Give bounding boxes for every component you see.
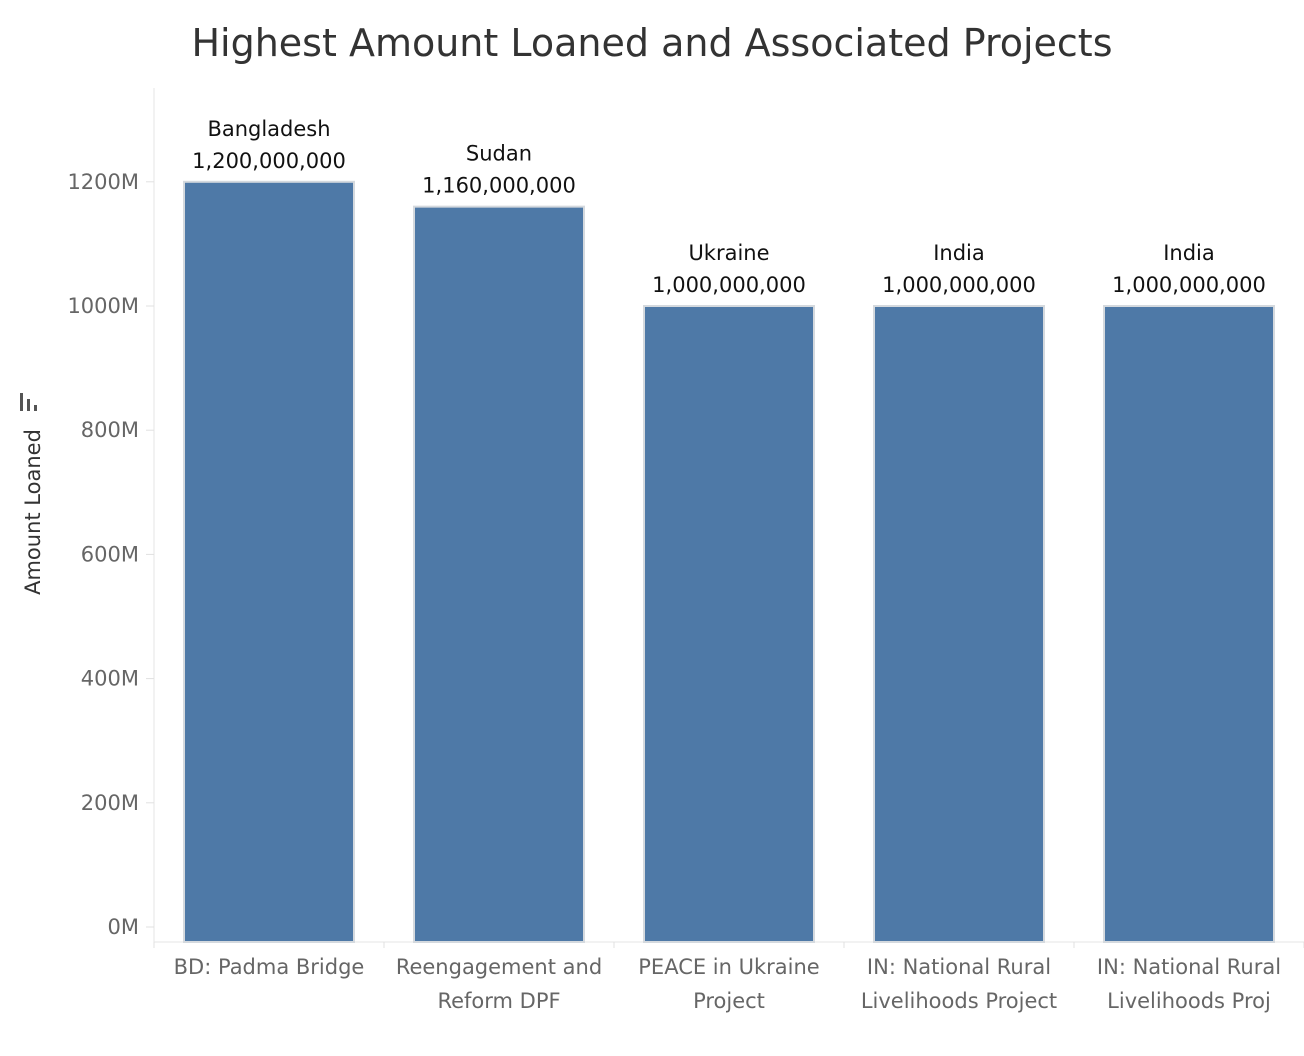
- y-tick-label: 0M: [108, 915, 139, 939]
- y-tick-label: 1200M: [67, 170, 139, 194]
- category-label: Project: [693, 989, 765, 1013]
- bar-country-label: Bangladesh: [207, 117, 330, 141]
- category-label: IN: National Rural: [1097, 955, 1281, 979]
- y-axis-title-group: Amount Loaned: [20, 393, 45, 595]
- bar[interactable]: [413, 205, 585, 943]
- y-tick-label: 600M: [81, 542, 139, 566]
- category-label: Reform DPF: [437, 989, 560, 1013]
- chart-title: Highest Amount Loaned and Associated Pro…: [191, 21, 1112, 65]
- category-label: BD: Padma Bridge: [174, 955, 365, 979]
- bar-value-label: 1,000,000,000: [652, 273, 806, 297]
- bar-country-label: India: [1163, 241, 1215, 265]
- y-tick-label: 1000M: [67, 294, 139, 318]
- category-label: Livelihoods Project: [861, 989, 1057, 1013]
- y-tick-label: 400M: [81, 667, 139, 691]
- bars: [183, 180, 1275, 944]
- y-axis-title: Amount Loaned: [21, 429, 45, 595]
- bar-country-label: Sudan: [466, 142, 532, 166]
- category-labels: BD: Padma Bridge Reengagement and Reform D…: [174, 955, 1281, 1013]
- bar-value-label: 1,000,000,000: [1112, 273, 1266, 297]
- bar[interactable]: [1103, 305, 1275, 943]
- bar-value-label: 1,160,000,000: [422, 174, 576, 198]
- bar-value-label: 1,200,000,000: [192, 149, 346, 173]
- category-label: IN: National Rural: [867, 955, 1051, 979]
- y-tick-label: 200M: [81, 791, 139, 815]
- bar[interactable]: [183, 180, 355, 944]
- bar-country-label: Ukraine: [688, 241, 769, 265]
- x-axis-ticks: [153, 942, 1304, 948]
- category-label: Reengagement and: [396, 955, 602, 979]
- y-axis-ticks: 0M 200M 400M 600M 800M 1000M 1200M: [67, 170, 154, 939]
- data-labels: Bangladesh 1,200,000,000 Sudan 1,160,000,00…: [192, 117, 1266, 297]
- y-tick-label: 800M: [81, 418, 139, 442]
- sort-icon[interactable]: [20, 393, 37, 411]
- bar-value-label: 1,000,000,000: [882, 273, 1036, 297]
- bar[interactable]: [873, 305, 1045, 943]
- bar[interactable]: [643, 305, 815, 943]
- bar-country-label: India: [933, 241, 985, 265]
- category-label: Livelihoods Proj: [1107, 989, 1271, 1013]
- category-label: PEACE in Ukraine: [638, 955, 819, 979]
